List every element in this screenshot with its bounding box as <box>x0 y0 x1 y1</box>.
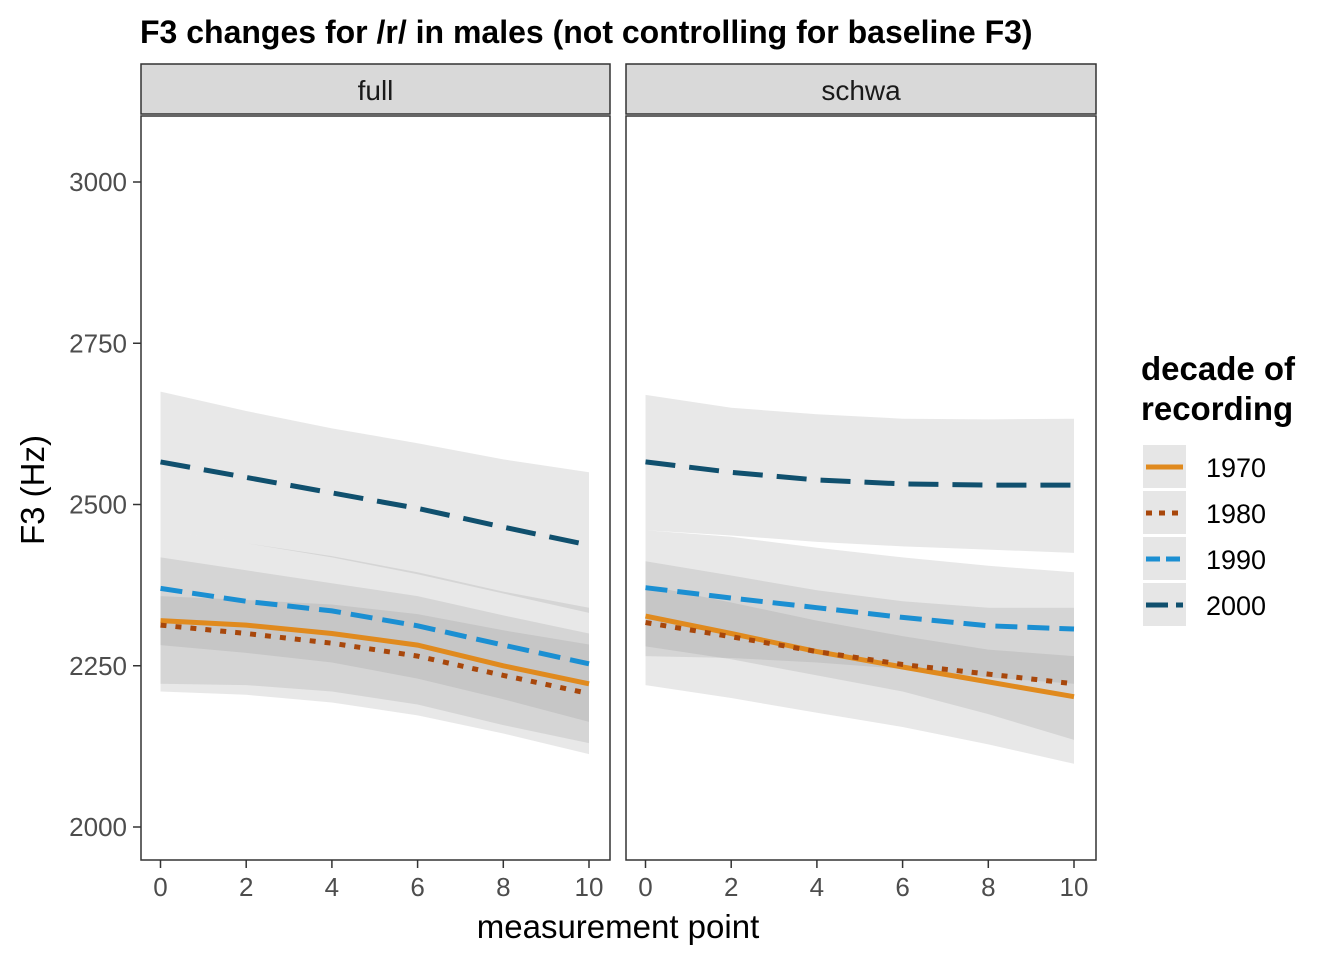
x-tick-label: 6 <box>410 872 424 902</box>
panel-full: full <box>140 63 611 861</box>
series-line-2000 <box>645 459 1074 488</box>
series-line-1970 <box>160 618 590 687</box>
ci-ribbon-1980 <box>645 561 1074 764</box>
y-axis-title: F3 (Hz) <box>14 435 51 545</box>
x-tick-label: 6 <box>895 872 909 902</box>
plot-background <box>626 116 1096 860</box>
strip-label-full: full <box>358 75 394 106</box>
ci-ribbon-2000 <box>645 394 1074 553</box>
series-line-1980 <box>160 622 590 696</box>
y-tick-label: 2500 <box>69 490 127 520</box>
y-tick-label: 2000 <box>69 812 127 842</box>
y-tick-label: 2750 <box>69 328 127 358</box>
panel-border <box>140 115 611 861</box>
legend-title-line-1: decade of <box>1141 350 1296 387</box>
plot-background <box>141 116 610 860</box>
y-tick-label: 3000 <box>69 167 127 197</box>
x-tick-label: 8 <box>496 872 510 902</box>
strip-background <box>625 63 1097 115</box>
y-tick-label: 2250 <box>69 651 127 681</box>
x-tick-label: 8 <box>981 872 995 902</box>
x-tick-label: 2 <box>724 872 738 902</box>
panel-border <box>625 115 1097 861</box>
series-line-1990 <box>160 585 590 667</box>
x-tick-label: 4 <box>325 872 339 902</box>
strip-background <box>140 63 611 115</box>
ci-ribbon-2000 <box>160 391 589 613</box>
x-tick-label: 4 <box>810 872 824 902</box>
ci-ribbon-1990 <box>645 530 1074 684</box>
series-line-1970 <box>645 613 1075 700</box>
x-tick-label: 10 <box>1060 872 1089 902</box>
legend-label-1990: 1990 <box>1206 545 1266 575</box>
x-axis: 0 2 4 6 8 10 0 2 4 6 8 10 <box>153 860 1088 902</box>
y-axis: 2000 2250 2500 2750 3000 <box>69 167 141 842</box>
ci-ribbon-1970 <box>645 585 1074 740</box>
chart-title: F3 changes for /r/ in males (not control… <box>140 14 1033 50</box>
ci-ribbon-1990 <box>160 530 589 744</box>
legend-label-2000: 2000 <box>1206 591 1266 621</box>
x-tick-label: 10 <box>575 872 604 902</box>
series-line-1980 <box>645 620 1075 687</box>
ci-ribbon-1980 <box>160 557 589 755</box>
legend-label-1970: 1970 <box>1206 453 1266 483</box>
panel-schwa: schwa <box>625 63 1097 861</box>
x-tick-label: 2 <box>239 872 253 902</box>
x-tick-label: 0 <box>153 872 167 902</box>
x-tick-label: 0 <box>638 872 652 902</box>
series-line-2000 <box>160 459 590 548</box>
x-axis-title: measurement point <box>477 908 759 945</box>
legend: decade of recording 1970 1980 1990 2000 <box>1141 350 1296 626</box>
series-line-1990 <box>645 585 1075 632</box>
legend-title-line-2: recording <box>1141 390 1293 427</box>
legend-label-1980: 1980 <box>1206 499 1266 529</box>
strip-label-schwa: schwa <box>821 75 901 106</box>
